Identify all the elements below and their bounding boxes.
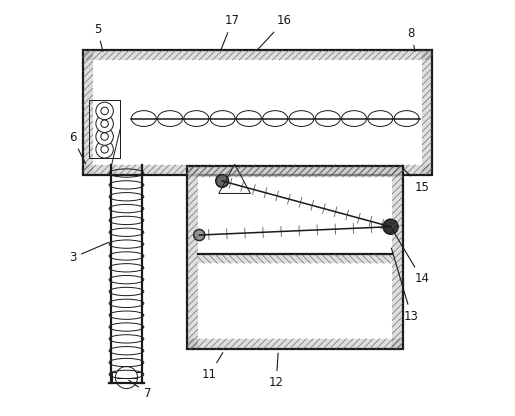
Circle shape	[96, 141, 113, 158]
Circle shape	[383, 219, 398, 234]
Bar	[422, 50, 432, 175]
Bar	[112, 372, 141, 383]
Circle shape	[115, 366, 138, 389]
Bar	[187, 339, 403, 349]
Text: 12: 12	[269, 353, 284, 389]
Text: 17: 17	[221, 14, 240, 50]
Bar	[89, 100, 120, 158]
Circle shape	[101, 133, 108, 140]
Circle shape	[96, 115, 113, 132]
Text: 13: 13	[391, 248, 419, 323]
Text: 5: 5	[94, 22, 103, 52]
Circle shape	[101, 120, 108, 127]
Circle shape	[96, 102, 113, 120]
Bar	[83, 50, 432, 175]
Bar	[83, 165, 432, 175]
Text: 16: 16	[258, 14, 292, 50]
Bar	[83, 50, 432, 60]
Circle shape	[96, 128, 113, 145]
Bar	[83, 50, 93, 175]
Bar	[198, 254, 392, 263]
Text: 7: 7	[129, 380, 151, 400]
Text: 6: 6	[68, 131, 85, 164]
Text: 3: 3	[68, 243, 109, 265]
Circle shape	[194, 229, 205, 240]
Bar	[392, 166, 403, 349]
Circle shape	[101, 107, 108, 115]
Bar	[187, 166, 198, 349]
Circle shape	[216, 175, 229, 187]
Bar	[187, 166, 403, 349]
Text: 15: 15	[403, 168, 430, 194]
Text: 8: 8	[408, 27, 415, 51]
Circle shape	[101, 146, 108, 153]
Text: 14: 14	[392, 229, 430, 285]
Bar	[187, 166, 403, 177]
Text: 11: 11	[202, 353, 223, 381]
